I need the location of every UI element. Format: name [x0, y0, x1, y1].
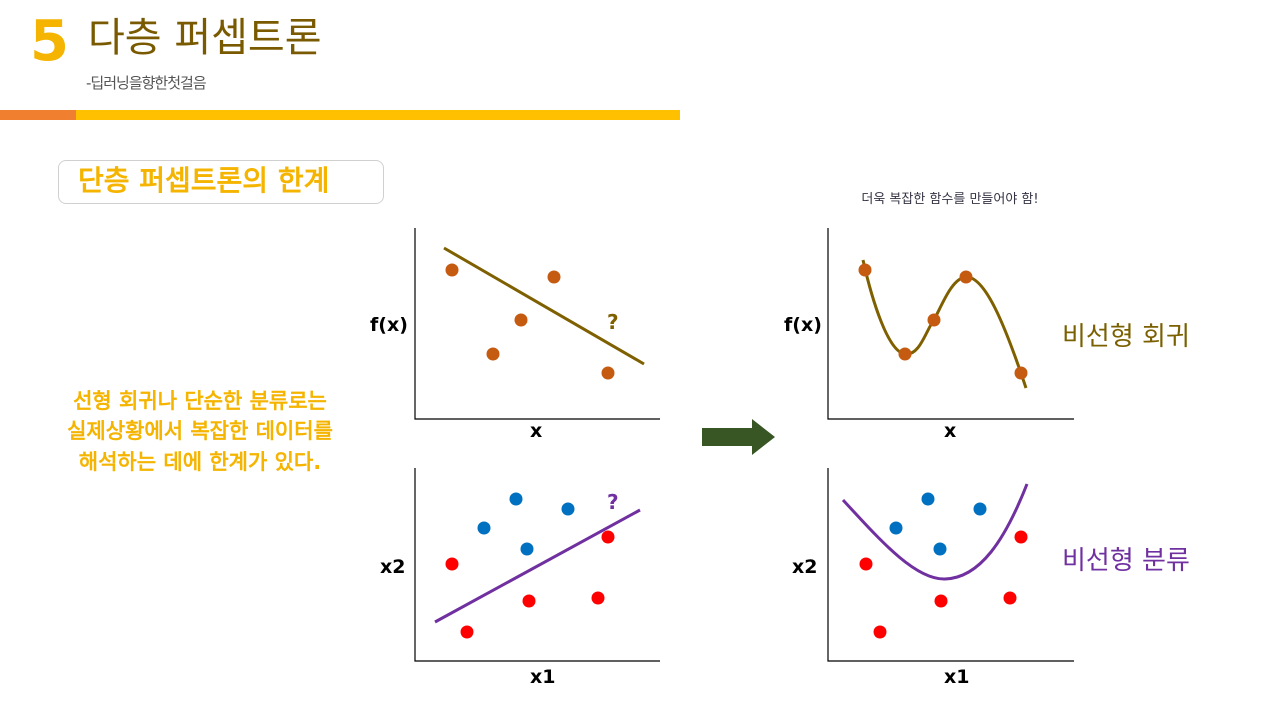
class-b-point — [1014, 530, 1028, 544]
linear-regression-axes — [414, 228, 660, 420]
section-title: 단층 퍼셉트론의 한계 — [78, 164, 330, 197]
class-b-point — [934, 594, 948, 608]
nonlinear-classification-plot — [827, 468, 1074, 662]
class-b-point — [873, 625, 887, 639]
data-point — [898, 347, 912, 361]
linear-classification-xlabel: x1 — [530, 666, 556, 688]
linear-decision-boundary — [434, 508, 641, 624]
data-point — [601, 366, 615, 380]
linear-classification-ylabel: x2 — [380, 556, 406, 578]
linear-classification-plot — [414, 468, 660, 662]
linear-regression-plot — [414, 228, 660, 420]
class-b-point — [445, 557, 459, 571]
data-point — [547, 270, 561, 284]
data-point — [486, 347, 500, 361]
description-line: 선형 회귀나 단순한 분류로는 — [73, 389, 327, 413]
class-b-point — [859, 557, 873, 571]
class-a-point — [509, 492, 523, 506]
classification-question-mark: ? — [607, 490, 619, 514]
nonlinear-classification-label: 비선형 분류 — [1062, 546, 1190, 576]
class-b-point — [460, 625, 474, 639]
nonlinear-classification-xlabel: x1 — [944, 666, 970, 688]
header-bar-yellow — [76, 110, 680, 120]
slide-number: 5 — [30, 9, 69, 74]
nonlinear-decision-boundary — [841, 483, 1029, 581]
class-a-point — [933, 542, 947, 556]
linear-fit-line — [443, 246, 645, 366]
linear-regression-ylabel: f(x) — [370, 314, 408, 336]
description-text: 선형 회귀나 단순한 분류로는 실제상황에서 복잡한 데이터를 해석하는 데에 … — [20, 386, 380, 477]
nonlinear-classification-ylabel: x2 — [792, 556, 818, 578]
class-a-point — [520, 542, 534, 556]
class-b-point — [1003, 591, 1017, 605]
nonlinear-classification-axes — [827, 468, 1074, 662]
class-b-point — [601, 530, 615, 544]
nonlinear-regression-ylabel: f(x) — [784, 314, 822, 336]
data-point — [927, 313, 941, 327]
regression-question-mark: ? — [607, 310, 619, 334]
header-bar-orange — [0, 110, 76, 120]
slide-subtitle: -딥러닝을향한첫걸음 — [86, 74, 207, 92]
class-b-point — [591, 591, 605, 605]
description-line: 해석하는 데에 한계가 있다. — [78, 449, 322, 474]
data-point — [1014, 366, 1028, 380]
linear-regression-xlabel: x — [530, 420, 543, 442]
data-point — [445, 263, 459, 277]
class-a-point — [889, 521, 903, 535]
linear-classification-axes — [414, 468, 660, 662]
nonlinear-regression-xlabel: x — [944, 420, 957, 442]
description-line: 실제상황에서 복잡한 데이터를 — [67, 419, 333, 444]
nonlinear-regression-plot — [827, 228, 1074, 420]
nonlinear-regression-axes — [827, 228, 1074, 420]
class-a-point — [561, 502, 575, 516]
class-a-point — [973, 502, 987, 516]
data-point — [858, 263, 872, 277]
data-point — [514, 313, 528, 327]
data-point — [959, 270, 973, 284]
complex-function-note: 더욱 복잡한 함수를 만들어야 함! — [861, 192, 1039, 207]
nonlinear-regression-label: 비선형 회귀 — [1062, 322, 1190, 352]
class-b-point — [522, 594, 536, 608]
slide-title: 다층 퍼셉트론 — [88, 15, 322, 61]
class-a-point — [477, 521, 491, 535]
section-title-box — [58, 160, 384, 204]
transition-arrow — [702, 419, 775, 455]
nonlinear-fit-curve — [861, 259, 1028, 389]
class-a-point — [921, 492, 935, 506]
